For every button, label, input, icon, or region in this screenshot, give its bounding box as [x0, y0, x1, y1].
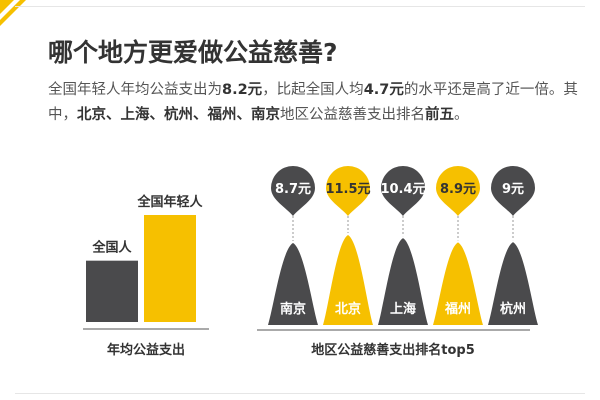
desc-text-3: 的水平还是高了近一倍。其中，	[48, 82, 578, 123]
city-name-label: 北京	[335, 301, 361, 317]
value-balloon	[491, 166, 535, 216]
bottom-divider	[15, 393, 585, 394]
page-title: 哪个地方更爱做公益慈善?	[48, 38, 338, 67]
value-balloon	[271, 166, 315, 216]
city-value-label: 9元	[502, 182, 524, 197]
chart1-caption: 年均公益支出	[107, 342, 185, 358]
desc-text-1: 全国年轻人年均公益支出为	[48, 82, 222, 98]
value-balloon	[381, 166, 425, 216]
bar-category-label: 全国人	[91, 240, 132, 256]
desc-rank: 前五	[425, 107, 454, 123]
city-value-label: 8.9元	[440, 182, 476, 197]
city-mountain	[323, 235, 373, 325]
desc-text-4: 地区公益慈善支出排名	[280, 107, 425, 123]
city-value-label: 11.5元	[325, 182, 370, 197]
city-value-label: 8.7元	[275, 182, 311, 197]
city-mountain	[378, 238, 428, 325]
city-name-label: 杭州	[500, 301, 526, 317]
description: 全国年轻人年均公益支出为8.2元，比起全国人均4.7元的水平还是高了近一倍。其中…	[48, 78, 583, 128]
desc-youth-value: 8.2元	[222, 82, 263, 98]
value-balloon	[326, 166, 370, 216]
bar-youth	[144, 215, 196, 322]
bar-national	[86, 260, 138, 322]
desc-text-2: ，比起全国人均	[262, 82, 364, 98]
desc-national-value: 4.7元	[363, 82, 404, 98]
top-divider	[15, 6, 585, 7]
city-name-label: 福州	[444, 301, 471, 317]
city-name-label: 上海	[390, 301, 416, 317]
bar-category-label: 全国年轻人	[136, 194, 203, 210]
chart2-caption: 地区公益慈善支出排名top5	[311, 342, 475, 358]
city-mountain	[488, 242, 538, 325]
city-mountain	[268, 243, 318, 325]
value-balloon	[436, 166, 480, 216]
desc-top-cities: 北京、上海、杭州、福州、南京	[77, 107, 280, 123]
desc-text-5: 。	[454, 107, 469, 123]
city-name-label: 南京	[280, 301, 306, 317]
city-mountain	[433, 242, 483, 325]
city-value-label: 10.4元	[380, 182, 425, 197]
